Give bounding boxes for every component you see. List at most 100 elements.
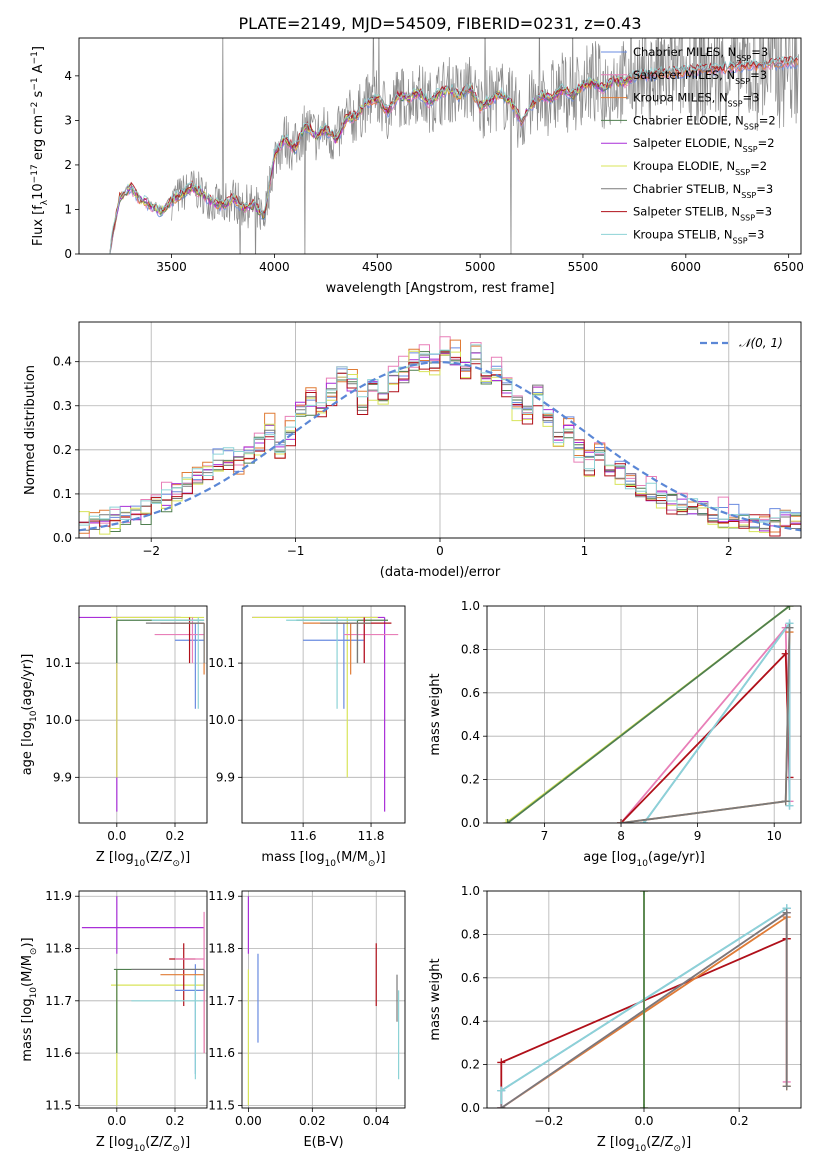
Z-mass-ylabel: mass [log10(M/M⊙)]	[20, 937, 39, 1061]
Z-age-plot	[79, 616, 205, 812]
spectrum-legend-label-part: SSP	[744, 122, 759, 131]
cumulative-Z-xlabel-part: )]	[681, 1135, 691, 1150]
Z-age-axes: 0.0 0.29.910.010.1Z [log10(Z/Z⊙)]age [log…	[20, 605, 208, 869]
spectrum-ytick-label: 4	[64, 69, 72, 83]
spectrum-xtick-label: 6000	[671, 260, 702, 274]
cumulative-age-xlabel: age [log10(age/yr)]	[583, 850, 705, 869]
spectrum-legend-label-part: SSP	[735, 168, 750, 177]
Z-age-xlabel-part: 10	[134, 859, 146, 869]
spectrum-legend-label-part: Salpeter ELODIE, N	[633, 136, 743, 150]
spectrum-legend-label-part: SSP	[735, 76, 750, 85]
residuals-ytick-label: 0.4	[53, 355, 72, 369]
Z-mass-ytick-label: 11.8	[45, 942, 72, 956]
cumulative-Z-ytick-label: 0.4	[461, 1014, 480, 1028]
spectrum-xtick-label: 4000	[259, 260, 290, 274]
cumulative-Z-marker-CE	[640, 891, 648, 895]
ebv-mass-xtick-label: 0.04	[363, 1114, 390, 1128]
spectrum-legend-label-part: =2	[758, 136, 775, 150]
cumulative-age-ytick-label: 1.0	[461, 599, 480, 613]
spectrum-legend-label-part: SSP	[736, 54, 751, 63]
Z-mass-xlabel-part: Z [log	[96, 1135, 134, 1150]
Z-age-xlabel-part: (Z/Z	[145, 850, 172, 865]
Z-mass-xtick-label: 0.0	[107, 1114, 126, 1128]
cumulative-Z-xtick-label: 0.0	[634, 1114, 653, 1128]
residuals-legend-label: 𝒩(0, 1)	[739, 336, 783, 350]
cumulative-Z-frame	[486, 890, 802, 1109]
Z-mass-ytick-label: 11.5	[45, 1098, 72, 1112]
figure-title: PLATE=2149, MJD=54509, FIBERID=0231, z=0…	[238, 14, 641, 33]
cumulative-Z-xlabel-part: Z [log	[597, 1135, 635, 1150]
mass-age-xlabel-part: (M/M	[336, 850, 368, 865]
spectrum-xtick-label: 4500	[362, 260, 393, 274]
Z-mass-axes: 0.0 0.211.511.611.711.811.9Z [log10(Z/Z⊙)…	[20, 889, 208, 1154]
Z-age-ytick-label: 10.1	[45, 656, 72, 670]
spectrum-legend-label-SE: Salpeter ELODIE, NSSP=2	[633, 136, 775, 154]
spectrum-ylabel-part: λ	[40, 199, 50, 205]
cumulative-age-marker-CS	[785, 623, 794, 632]
spectrum-frame	[78, 37, 802, 255]
cumulative-Z-axes: −0.2 0.0 0.2 0.0 0.2 0.4 0.6 0.8 1.0 Z [log10(Z/Z…	[428, 884, 802, 1154]
spectrum-axes: 3500 4000 4500 5000 5500 6000 6500 0 1 2 3 4 Chabrie…	[30, 37, 804, 296]
cumulative-age-marker-CE	[503, 819, 512, 823]
spectrum-model-KS	[109, 55, 798, 254]
ebv-mass-ytick-label: 11.9	[208, 889, 235, 903]
residuals-ytick-label: 0.2	[53, 443, 72, 457]
spectrum-xtick-label: 5000	[465, 260, 496, 274]
Z-mass-xlabel-part: 10	[134, 1144, 146, 1154]
cumulative-Z-ytick-label: 0.0	[461, 1101, 480, 1115]
spectrum-ylabel-part: −1	[30, 77, 40, 90]
spectrum-legend-label-part: Chabrier STELIB, N	[633, 182, 741, 196]
Z-mass-xlabel-part: (Z/Z	[145, 1135, 172, 1150]
cumulative-Z-ytick-label: 0.2	[461, 1058, 480, 1072]
cumulative-age-frame	[486, 605, 802, 824]
Z-age-xlabel-part: Z [log	[96, 850, 134, 865]
cumulative-age-xtick-label: 8	[617, 829, 625, 843]
spectrum-legend-label-part: Kroupa MILES, N	[633, 91, 728, 105]
residuals-xtick-label: −2	[142, 544, 160, 558]
spectrum-ylabel-part: s	[31, 90, 46, 101]
cumulative-Z-marker-CS	[782, 908, 791, 917]
mass-age-xlabel-part: ⊙	[368, 859, 376, 869]
Z-mass-xlabel-part: ⊙	[172, 1144, 180, 1154]
spectrum-legend-label-part: =2	[759, 113, 776, 127]
cumulative-Z-ytick-label: 1.0	[461, 884, 480, 898]
Z-age-xtick-label: 0.0	[107, 829, 126, 843]
residuals-ytick-label: 0.3	[53, 399, 72, 413]
mass-age-xlabel: mass [log10(M/M⊙)]	[261, 850, 385, 869]
mass-age-axes: 11.6 11.8 9.9 10.0 10.1 mass [log10(M/M⊙)]	[208, 605, 406, 869]
Z-age-ylabel-part: (age/yr)]	[20, 654, 35, 711]
ebv-mass-xlabel: E(B-V)	[303, 1135, 343, 1150]
residuals-xtick-label: 0	[436, 544, 444, 558]
mass-age-xlabel-part: )]	[375, 850, 385, 865]
Z-mass-xlabel-part: )]	[180, 1135, 190, 1150]
cumulative-Z-marker-SS	[497, 1058, 506, 1067]
Z-mass-plot	[81, 896, 205, 1106]
spectrum-ytick-label: 3	[64, 113, 72, 127]
spectrum-ylabel-part: A	[31, 64, 46, 77]
cumulative-Z-plot	[497, 891, 791, 1108]
cumulative-age-ytick-label: 0.0	[461, 816, 480, 830]
spectrum-legend-label-part: Kroupa STELIB, N	[633, 227, 733, 241]
residuals-xtick-label: −1	[287, 544, 305, 558]
spectrum-ylabel-part: 10	[31, 183, 46, 200]
cumulative-age-marker-KS	[785, 801, 794, 810]
cumulative-age-xlabel-part: (age/yr)]	[648, 850, 705, 865]
Z-mass-ylabel-part: (M/M	[20, 955, 35, 987]
residuals-ytick-label: 0.1	[53, 487, 72, 501]
ebv-mass-ytick-label: 11.7	[208, 994, 235, 1008]
spectrum-legend-label-part: =3	[750, 68, 767, 82]
mass-age-xlabel-part: 10	[325, 859, 337, 869]
Z-age-xlabel-part: ⊙	[172, 859, 180, 869]
cumulative-Z-xtick-label: 0.2	[730, 1114, 749, 1128]
spectrum-legend-label-SS: Salpeter STELIB, NSSP=3	[633, 205, 772, 223]
cumulative-age-line-KS	[643, 620, 791, 823]
cumulative-age-ytick-label: 0.6	[461, 686, 480, 700]
ebv-mass-axes: 0.00 0.02 0.04 11.5 11.6 11.7 11.8 11.9 E(B-V)	[208, 889, 406, 1150]
cumulative-age-ytick-label: 0.4	[461, 729, 480, 743]
spectrum-legend-label-part: =3	[748, 227, 765, 241]
Z-age-frame	[78, 605, 208, 824]
cumulative-Z-xtick-label: −0.2	[534, 1114, 563, 1128]
cumulative-age-ytick-label: 0.8	[461, 642, 480, 656]
